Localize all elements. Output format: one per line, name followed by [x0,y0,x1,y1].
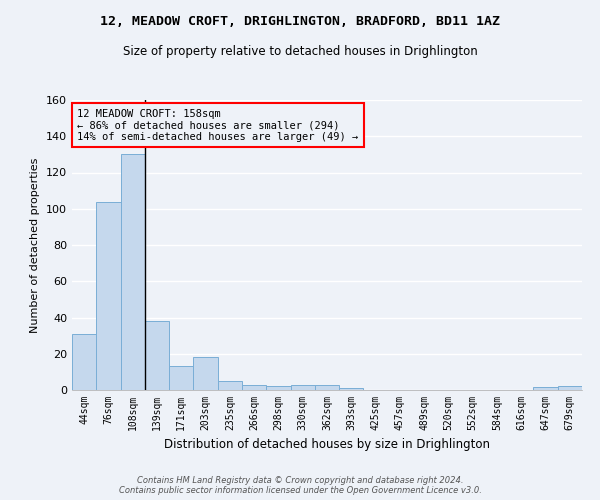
Bar [145,321,169,390]
Bar [290,386,315,390]
Bar [96,202,121,390]
Bar [193,358,218,390]
Text: Size of property relative to detached houses in Drighlington: Size of property relative to detached ho… [122,45,478,58]
Text: 12, MEADOW CROFT, DRIGHLINGTON, BRADFORD, BD11 1AZ: 12, MEADOW CROFT, DRIGHLINGTON, BRADFORD… [100,15,500,28]
Bar [266,386,290,390]
X-axis label: Distribution of detached houses by size in Drighlington: Distribution of detached houses by size … [164,438,490,452]
Bar [558,386,582,390]
Bar [121,154,145,390]
Bar [218,381,242,390]
Bar [72,334,96,390]
Text: Contains HM Land Registry data © Crown copyright and database right 2024.
Contai: Contains HM Land Registry data © Crown c… [119,476,481,495]
Bar [339,388,364,390]
Text: 12 MEADOW CROFT: 158sqm
← 86% of detached houses are smaller (294)
14% of semi-d: 12 MEADOW CROFT: 158sqm ← 86% of detache… [77,108,358,142]
Bar [315,384,339,390]
Bar [533,388,558,390]
Bar [169,366,193,390]
Bar [242,386,266,390]
Y-axis label: Number of detached properties: Number of detached properties [31,158,40,332]
